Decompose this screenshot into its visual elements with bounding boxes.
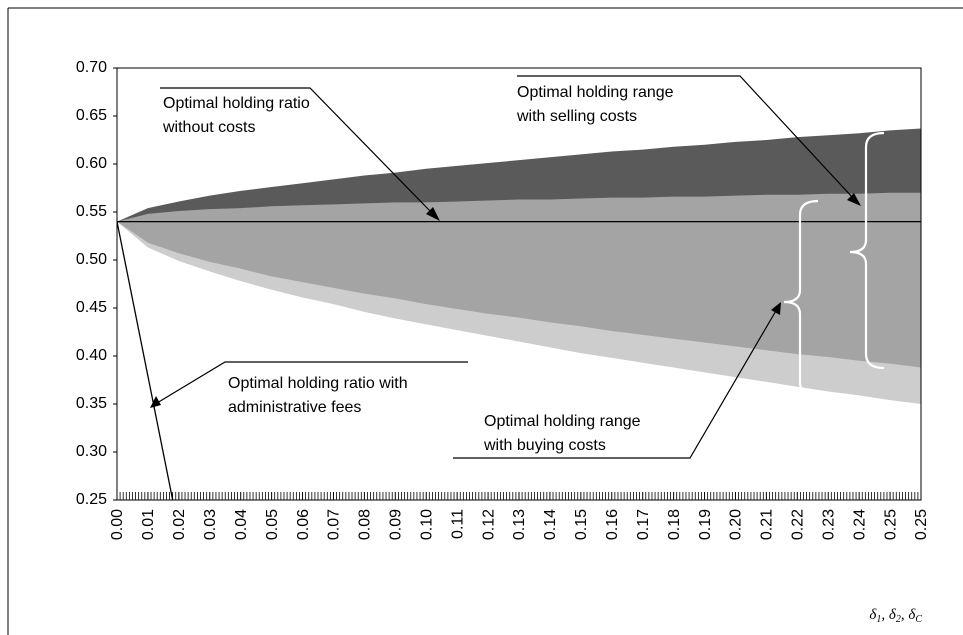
axes: 0.25 0.30 0.35 0.40 0.45 0.50 0.55 0.60 0.65 0.70… <box>76 59 930 540</box>
arrowheads <box>150 193 861 408</box>
arrowhead <box>847 193 861 206</box>
x-tick-label: 0.07 <box>326 509 343 540</box>
x-tick-label: 0.20 <box>728 509 745 540</box>
y-tick-label: 0.60 <box>76 155 107 172</box>
x-tick-label: 0.22 <box>790 509 807 540</box>
y-tick-label: 0.55 <box>76 203 107 220</box>
x-tick-label: 0.11 <box>449 509 466 539</box>
leader <box>517 75 854 199</box>
x-tick-label: 0.00 <box>109 509 126 540</box>
brace <box>783 199 819 398</box>
x-tick-label: 0.04 <box>233 509 250 540</box>
y-tick-label: 0.45 <box>76 299 107 316</box>
arrowhead <box>150 396 161 408</box>
leader <box>156 361 468 404</box>
y-tick-label: 0.30 <box>76 443 107 460</box>
x-label-sub: 2 <box>896 614 901 625</box>
annotations: Optimal holding ratio without costs Opti… <box>162 84 674 454</box>
x-tick-label: 0.24 <box>851 509 868 540</box>
x-tick-label: 0.05 <box>264 509 281 540</box>
x-label-sub: C <box>915 614 922 625</box>
plot-marks <box>117 128 921 500</box>
annotation: administrative fees <box>228 399 361 416</box>
x-label-sub: 1 <box>876 614 881 625</box>
annotation: Optimal holding range <box>484 413 641 430</box>
x-tick-label: 0.16 <box>604 509 621 540</box>
y-tick-label: 0.25 <box>76 491 107 508</box>
area <box>117 192 921 222</box>
arrowhead <box>771 302 781 315</box>
x-tick-label: 0.15 <box>573 509 590 540</box>
y-tick-label: 0.35 <box>76 395 107 412</box>
x-tick-label: 0.03 <box>202 509 219 540</box>
braces <box>783 131 885 398</box>
annotation: without costs <box>162 119 255 136</box>
x-tick-label: 0.25 <box>882 509 899 540</box>
x-label-part: , δ <box>901 607 917 623</box>
annotation: Optimal holding range <box>517 84 674 101</box>
x-label-part: , δ <box>881 607 897 623</box>
arrowhead <box>426 207 440 221</box>
x-tick-label: 0.18 <box>666 509 683 540</box>
y-tick-label: 0.50 <box>76 251 107 268</box>
annotation: with selling costs <box>516 108 637 125</box>
x-tick-label: 0.13 <box>511 509 528 540</box>
x-tick-label: 0.14 <box>542 509 559 540</box>
leader <box>160 87 433 214</box>
annotation: with buying costs <box>483 437 606 454</box>
area <box>117 221 921 368</box>
leader <box>453 308 778 459</box>
x-tick-label: 0.25 <box>913 509 930 540</box>
brace <box>849 131 885 370</box>
annotation: Optimal holding ratio <box>163 95 310 112</box>
line <box>117 221 174 500</box>
x-tick-label: 0.01 <box>140 509 157 540</box>
x-tick-label: 0.17 <box>635 509 652 540</box>
annotation: Optimal holding ratio with <box>228 375 408 392</box>
x-tick-label: 0.02 <box>171 509 188 540</box>
x-tick-label: 0.19 <box>697 509 714 540</box>
y-tick-label: 0.70 <box>76 59 107 76</box>
x-tick-label: 0.23 <box>820 509 837 540</box>
x-tick-label: 0.21 <box>759 509 776 540</box>
x-tick-label: 0.10 <box>418 509 435 540</box>
x-axis-label: δ1, δ2, δC <box>869 607 922 625</box>
x-label-part: δ <box>869 607 877 623</box>
x-tick-label: 0.09 <box>388 509 405 540</box>
x-tick-label: 0.12 <box>480 509 497 540</box>
x-tick-label: 0.08 <box>357 509 374 540</box>
x-tick-label: 0.06 <box>295 509 312 540</box>
y-tick-label: 0.65 <box>76 107 107 124</box>
annotation-leaders <box>156 75 854 459</box>
y-tick-label: 0.40 <box>76 347 107 364</box>
